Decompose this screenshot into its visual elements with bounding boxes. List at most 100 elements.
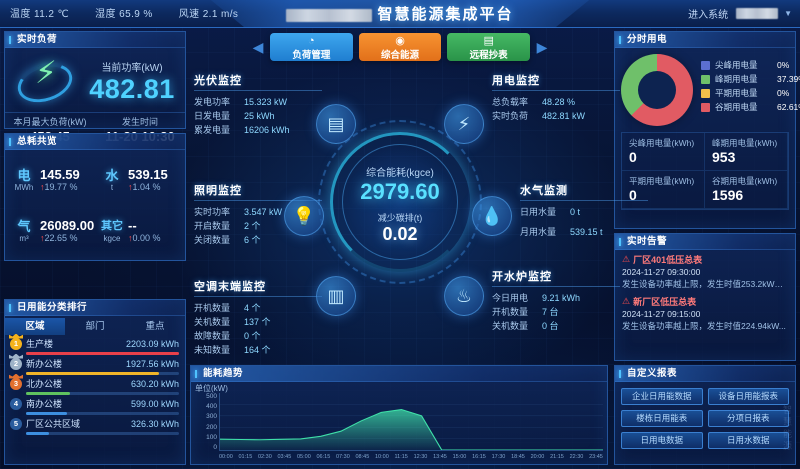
rank-medal-icon: 4 [10, 397, 22, 410]
water-gas-monitor-title: 水气监测 [520, 182, 648, 201]
pv-monitor-title: 光伏监控 [194, 72, 322, 91]
electricity-monitor: 用电监控 总负载率 48.28 % 实时负荷 482.81 kW [492, 72, 620, 123]
nav-button-remote-meter[interactable]: ▤ 远程抄表 [447, 33, 531, 61]
lighting-monitor-title: 照明监控 [194, 182, 322, 201]
page-title: 智慧能源集成平台 [0, 3, 800, 24]
quick-title: 自定义报表 [615, 366, 795, 382]
weather-metrics: 温度 11.2 ℃ 湿度 65.9 % 风速 2.1 m/s [10, 5, 238, 20]
chart-svg [220, 404, 603, 450]
up-arrow-icon: ↑ [40, 182, 45, 192]
tou-values-grid: 尖峰用电量(kWh) 0 峰期用电量(kWh) 953 平期用电量(kWh) 0 谷期… [621, 132, 789, 210]
lightbulb-icon: 💡 [284, 196, 324, 236]
electricity-monitor-title: 用电监控 [492, 72, 620, 91]
watermark: 智慧能源 [782, 405, 792, 453]
chart-unit-label: 单位(kW) [195, 384, 228, 393]
enter-system-link[interactable]: 进入系统 [688, 10, 729, 21]
tab-area[interactable]: 区域 [5, 318, 65, 335]
total-energy-gauge: 综合能耗(kgce) 2979.60 减少碳排(t) 0.02 [318, 120, 482, 284]
total-item-water: 水 t 539.15 ↑1.04 % [95, 154, 183, 205]
total-item-gas: 气 m³ 26089.00 ↑22.65 % [7, 205, 95, 256]
rank-medal-icon: 2 [10, 357, 22, 370]
list-item[interactable]: ⚠ 新厂区低压总表 2024-11-27 09:15:00 发生设备功率越上限，发… [622, 296, 786, 331]
boiler-monitor: 开水炉监控 今日用电 9.21 kWh 开机数量 7 台 关机数量 0 台 [492, 268, 620, 333]
ranking-tabs: 区域 部门 重点 [5, 318, 185, 335]
tou-cell-sharp: 尖峰用电量(kWh) 0 [622, 133, 705, 171]
other-icon: 其它 kgce [101, 219, 123, 243]
custom-report-panel: 自定义报表 企业日用能数据 设备日用能报表 楼栋日用能表 分项日报表 日用电数据… [614, 365, 796, 465]
chart-y-axis: 500 400 300 200 100 0 [206, 393, 217, 451]
tou-donut-chart [621, 54, 693, 126]
gauge-progress-ring [330, 132, 470, 272]
nav-next-icon[interactable]: ▶ [536, 38, 548, 55]
chevron-down-icon[interactable]: ▼ [784, 9, 792, 18]
report-button-enterprise-daily[interactable]: 企业日用能数据 [621, 388, 703, 405]
list-item[interactable]: 5 厂区公共区域 326.30 kWh [10, 417, 179, 435]
meter-icon: ▤ [483, 35, 494, 47]
up-arrow-icon: ↑ [128, 182, 133, 192]
rank-medal-icon: 3 [10, 377, 22, 390]
list-item[interactable]: 3 北办公楼 630.20 kWh [10, 377, 179, 395]
total-item-electricity: 电 MWh 145.59 ↑19.77 % [14, 167, 80, 192]
nav-button-integrated-energy[interactable]: ◉ 综合能源 [358, 33, 442, 61]
current-power: 当前功率(kW) 482.81 [85, 59, 179, 104]
current-power-value: 482.81 [89, 73, 175, 104]
gauge-icon: ◔ [308, 35, 315, 47]
boiler-icon: ♨ [444, 276, 484, 316]
electricity-icon: 电 MWh [14, 167, 34, 192]
center-nav: ◀ ◔ 负荷管理 ◉ 综合能源 ▤ 远程抄表 ▶ [252, 32, 548, 62]
report-button-daily-electricity[interactable]: 日用电数据 [621, 432, 703, 449]
carbon-reduction-label: 减少碳排(t) [377, 213, 423, 223]
hvac-monitor-title: 空调末端监控 [194, 278, 322, 297]
tou-title: 分时用电 [615, 32, 795, 48]
realtime-load-panel: 实时负荷 ⚡ 当前功率(kW) 482.81 本月最大负荷(kW) 458.45… [4, 31, 186, 144]
total-item-other: 其它 kgce -- ↑0.00 % [101, 218, 161, 243]
quick-buttons: 企业日用能数据 设备日用能报表 楼栋日用能表 分项日报表 日用电数据 日用水数据 [615, 382, 795, 455]
gauge-inner-ring [342, 144, 458, 260]
alarm-title: 实时告警 [615, 234, 795, 250]
nav-prev-icon[interactable]: ◀ [252, 38, 264, 55]
tab-department[interactable]: 部门 [85, 321, 105, 332]
tab-key[interactable]: 重点 [145, 321, 165, 332]
report-button-building-daily[interactable]: 楼栋日用能表 [621, 410, 703, 427]
rank-medal-icon: 1 [10, 337, 22, 350]
trend-chart-title: 能耗趋势 [191, 366, 607, 382]
lighting-monitor: 照明监控 实时功率 3.547 kW 开启数量 2 个 关闭数量 6 个 [194, 182, 322, 247]
total-energy-value: 2979.60 [360, 179, 440, 204]
power-bolt-icon: ⚡ [9, 51, 83, 111]
water-gas-monitor: 水气监测 日用水量 0 t 月用水量 539.15 t [520, 182, 648, 239]
water-drop-icon: 💧 [472, 196, 512, 236]
lightning-bolt-icon: ⚡ [444, 104, 484, 144]
nav-button-load-management[interactable]: ◔ 负荷管理 [270, 33, 353, 61]
report-button-device-daily[interactable]: 设备日用能报表 [707, 388, 789, 405]
header-right: 进入系统 ▼ [688, 6, 792, 21]
hvac-monitor: 空调末端监控 开机数量 4 个 关机数量 137 个 故障数量 0 个 未知数量 164… [194, 278, 322, 357]
report-button-subitem-daily[interactable]: 分项日报表 [707, 410, 789, 427]
tou-cell-flat: 平期用电量(kWh) 0 [622, 171, 705, 209]
realtime-alarm-panel: 实时告警 ⚠ 厂区401低压总表 2024-11-27 09:30:00 发生设备… [614, 233, 796, 361]
metric-temperature: 温度 11.2 ℃ [10, 9, 70, 20]
list-item[interactable]: 4 南办公楼 599.00 kWh [10, 397, 179, 415]
gas-icon: 气 m³ [17, 218, 31, 243]
carbon-reduction-value: 0.02 [382, 224, 418, 244]
warning-icon: ⚠ [622, 296, 631, 306]
ranking-title: 日用能分类排行 [5, 300, 185, 316]
boiler-monitor-title: 开水炉监控 [492, 268, 620, 287]
realtime-load-title: 实时负荷 [5, 32, 185, 48]
daily-ranking-panel: 日用能分类排行 区域 部门 重点 1 生产楼 2203.09 kWh 2 新办公… [4, 299, 186, 465]
list-item[interactable]: 1 生产楼 2203.09 kWh [10, 337, 179, 355]
report-button-daily-water[interactable]: 日用水数据 [707, 432, 789, 449]
up-arrow-icon: ↑ [40, 233, 45, 243]
energy-trend-panel: 能耗趋势 单位(kW) 500 400 300 200 100 0 [190, 365, 608, 465]
total-energy-label: 综合能耗(kgce) [366, 168, 434, 179]
list-item[interactable]: 2 新办公楼 1927.56 kWh [10, 357, 179, 375]
tou-cell-valley: 谷期用电量(kWh) 1596 [705, 171, 788, 209]
current-power-label: 当前功率(kW) [101, 62, 163, 74]
metric-windspeed: 风速 2.1 m/s [178, 9, 239, 20]
pv-monitor: 光伏监控 发电功率 15.323 kW 日发电量 25 kWh 累发电量 16206 … [194, 72, 322, 137]
ranking-list: 1 生产楼 2203.09 kWh 2 新办公楼 1927.56 kWh 3 北… [5, 335, 185, 435]
realtime-load-body: ⚡ 当前功率(kW) 482.81 [5, 48, 185, 112]
list-item[interactable]: ⚠ 厂区401低压总表 2024-11-27 09:30:00 发生设备功率越上限… [622, 254, 789, 289]
air-conditioner-icon: ▥ [316, 276, 356, 316]
